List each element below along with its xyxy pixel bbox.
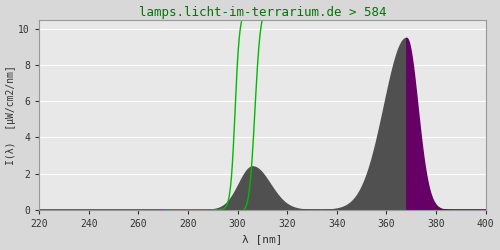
Y-axis label: I(λ)  [μW/cm2/nm]: I(λ) [μW/cm2/nm]: [6, 65, 16, 165]
X-axis label: λ [nm]: λ [nm]: [242, 234, 282, 244]
Title: lamps.licht-im-terrarium.de > 584: lamps.licht-im-terrarium.de > 584: [138, 6, 386, 18]
